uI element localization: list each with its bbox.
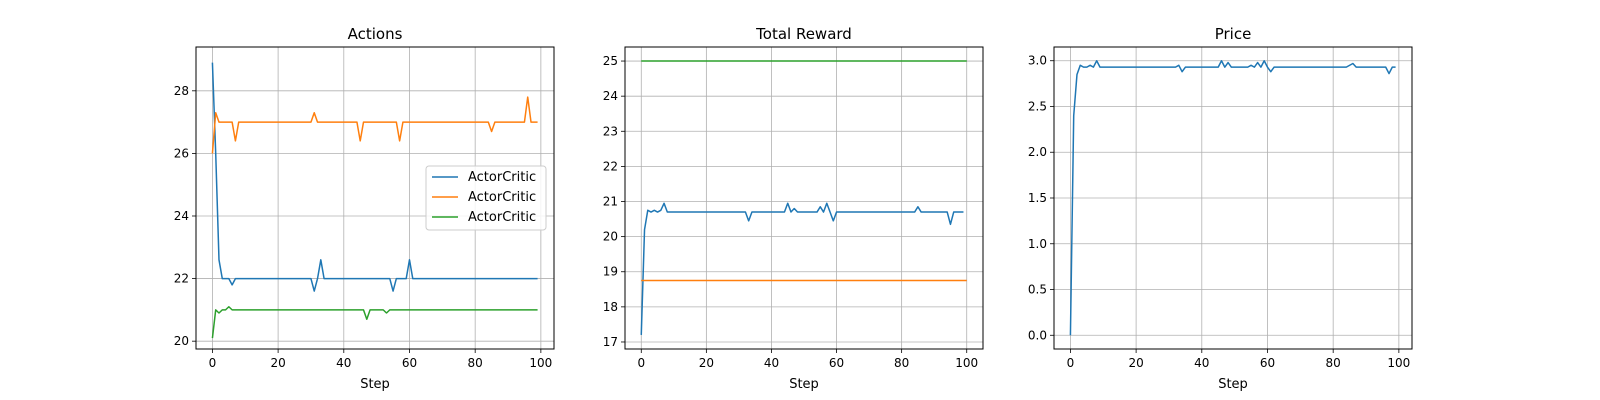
actions-y-tick-label: 22: [174, 272, 189, 286]
price-series-1-line: [1069, 59, 1396, 336]
actions-x-axis-label: Step: [360, 377, 390, 392]
total-reward-y-tick-label: 23: [603, 124, 618, 138]
legend-label: ActorCritic: [468, 210, 536, 225]
total-reward-plot-area: [625, 47, 983, 349]
actions-panel: 0 20 40 60 80 100 20 22 24 26 28 Actions Step Acto…: [174, 25, 555, 392]
legend-box: [425, 165, 547, 231]
actions-y-tick-label: 20: [174, 334, 189, 348]
total-reward-y-tick-label: 17: [603, 335, 618, 349]
actions-y-tick-label: 28: [174, 84, 189, 98]
total-reward-x-tick-label: 0: [637, 356, 645, 370]
total-reward-y-tick-label: 25: [603, 54, 618, 68]
actions-x-tick-label: 100: [529, 356, 552, 370]
price-x-axis-label: Step: [1218, 377, 1248, 392]
actions-x-tick-label: 60: [402, 356, 417, 370]
total-reward-x-axis-label: Step: [789, 377, 819, 392]
price-x-tick-label: 100: [1387, 356, 1410, 370]
total-reward-title: Total Reward: [755, 25, 852, 43]
price-x-tick-label: 20: [1128, 356, 1143, 370]
actions-series-2-line: [211, 96, 538, 154]
total-reward-x-tick-label: 60: [829, 356, 844, 370]
total-reward-y-tick-label: 21: [603, 195, 618, 209]
total-reward-y-tick-label: 24: [603, 89, 618, 103]
actions-series-1-line: [211, 62, 538, 292]
total-reward-y-tick-label: 19: [603, 265, 618, 279]
actions-x-tick-label: 40: [336, 356, 351, 370]
actions-axes-frame: [195, 46, 555, 350]
actions-y-tick-label: 24: [174, 209, 189, 223]
price-title: Price: [1215, 25, 1252, 43]
total-reward-axes-frame: [624, 46, 984, 350]
total-reward-y-tick-label: 22: [603, 159, 618, 173]
actions-y-tick-label: 26: [174, 146, 189, 160]
actions-title: Actions: [348, 25, 403, 43]
total-reward-x-tick-label: 20: [699, 356, 714, 370]
price-y-tick-label: 0.5: [1028, 283, 1047, 297]
price-y-tick-label: 1.5: [1028, 191, 1047, 205]
actions-series-3-line: [211, 306, 538, 339]
price-y-tick-label: 1.0: [1028, 237, 1047, 251]
legend-label: ActorCritic: [468, 190, 536, 205]
price-y-tick-label: 2.0: [1028, 145, 1047, 159]
total-reward-x-tick-label: 100: [955, 356, 978, 370]
price-y-tick-label: 0.0: [1028, 328, 1047, 342]
total-reward-panel: 0 20 40 60 80 100 17 18 19 20 21 22 23 24 25 Total Rew…: [603, 25, 984, 392]
actions-x-tick-label: 0: [209, 356, 217, 370]
actions-x-tick-label: 80: [468, 356, 483, 370]
total-reward-y-tick-label: 20: [603, 230, 618, 244]
total-reward-x-tick-label: 40: [764, 356, 779, 370]
price-x-tick-label: 0: [1067, 356, 1075, 370]
actions-legend: ActorCritic ActorCritic ActorCritic: [425, 165, 547, 231]
total-reward-x-tick-label: 80: [894, 356, 909, 370]
legend-label: ActorCritic: [468, 170, 536, 185]
price-x-tick-label: 60: [1260, 356, 1275, 370]
price-x-tick-label: 40: [1194, 356, 1209, 370]
actions-x-tick-label: 20: [270, 356, 285, 370]
price-y-tick-label: 3.0: [1028, 54, 1047, 68]
price-x-tick-label: 80: [1326, 356, 1341, 370]
total-reward-y-tick-label: 18: [603, 300, 618, 314]
total-reward-series-1-line: [640, 202, 964, 335]
price-y-tick-label: 2.5: [1028, 99, 1047, 113]
